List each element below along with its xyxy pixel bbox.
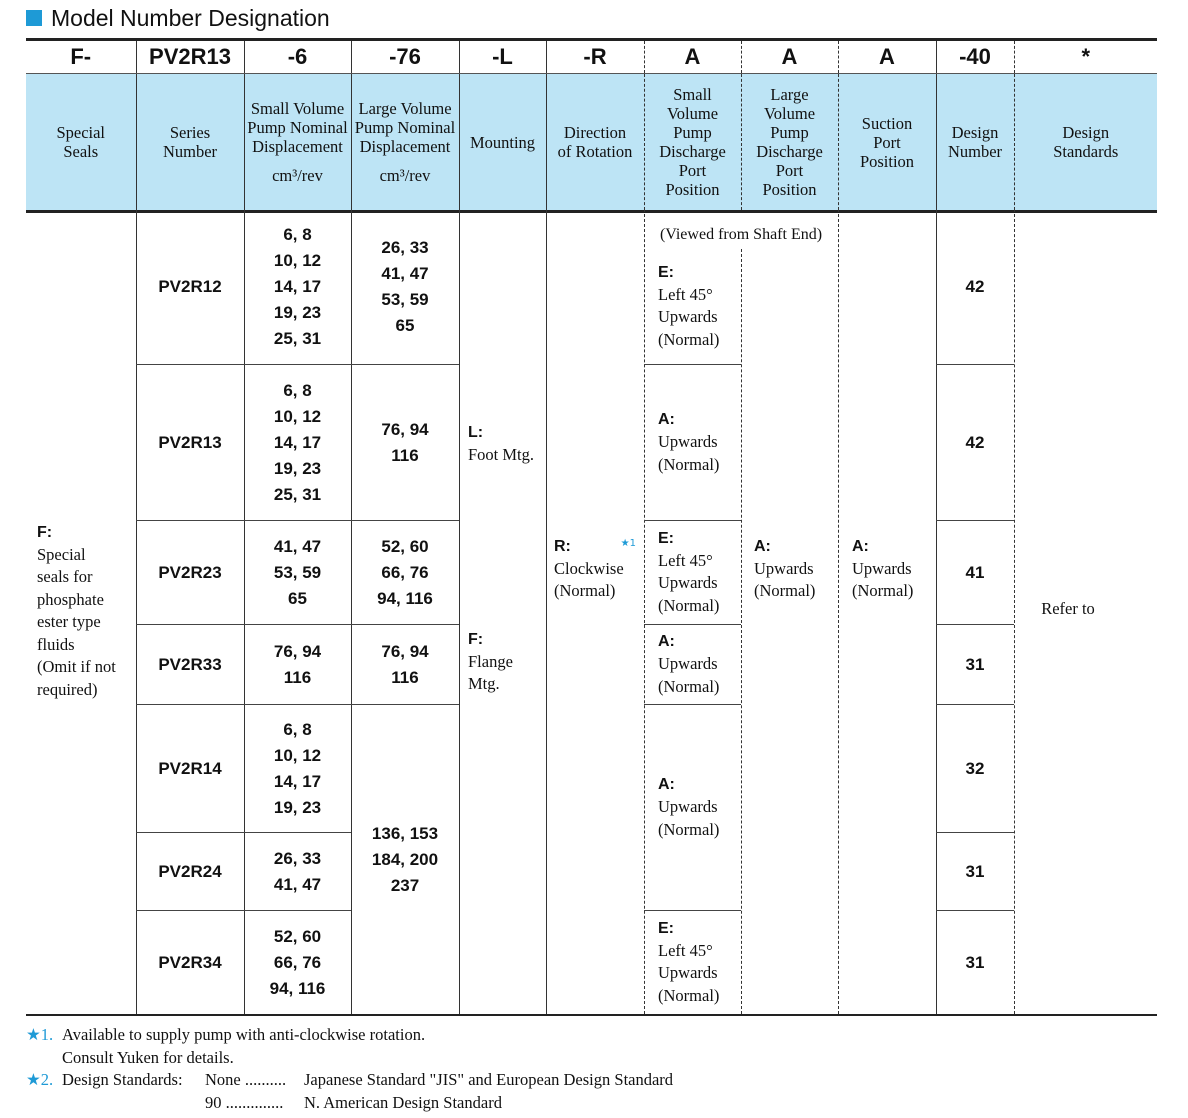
design-pv2r33: 31 bbox=[936, 624, 1014, 704]
footnote-2: ★2. Design Standards: None .......... Ja… bbox=[26, 1069, 1157, 1092]
large-disp-pv2r13: 76, 94 116 bbox=[351, 364, 459, 520]
code-large-port: A bbox=[740, 38, 838, 74]
code-large-disp: -76 bbox=[350, 38, 459, 74]
small-port-pv2r13: A: Upwards (Normal) bbox=[644, 364, 741, 520]
header-suction: Suction Port Position bbox=[837, 73, 936, 213]
series-pv2r33: PV2R33 bbox=[136, 624, 244, 704]
small-port-pv2r34: E: Left 45° Upwards (Normal) bbox=[644, 910, 741, 1014]
footnotes: ★1. Available to supply pump with anti-c… bbox=[26, 1024, 1157, 1114]
star-note-icon: ★2. bbox=[26, 1070, 54, 1089]
unit-label: cm³/rev bbox=[272, 166, 323, 185]
small-disp-pv2r12: 6, 8 10, 12 14, 17 19, 23 25, 31 bbox=[273, 224, 322, 348]
series-pv2r24: PV2R24 bbox=[136, 832, 244, 910]
code-design-number: -40 bbox=[935, 38, 1014, 74]
header-row: Special Seals Series Number Small Volume… bbox=[26, 73, 1157, 213]
small-disp-pv2r14: 6, 8 10, 12 14, 17 19, 23 bbox=[244, 704, 351, 832]
large-disp-pv2r12: 26, 33 41, 47 53, 59 65 bbox=[381, 237, 429, 335]
star-icon: * bbox=[1081, 44, 1091, 69]
header-small-disp: Small Volume Pump Nominal Displacement cm… bbox=[243, 73, 351, 213]
small-disp-pv2r34: 52, 60 66, 76 94, 116 bbox=[244, 910, 351, 1014]
small-disp-pv2r13: 6, 8 10, 12 14, 17 19, 23 25, 31 bbox=[244, 364, 351, 520]
design-pv2r14: 32 bbox=[936, 704, 1014, 832]
small-disp-pv2r33: 76, 94 116 bbox=[244, 624, 351, 704]
footnote-1: ★1. Available to supply pump with anti-c… bbox=[26, 1024, 1157, 1047]
code-suction: A bbox=[837, 38, 936, 74]
small-disp-pv2r24: 26, 33 41, 47 bbox=[244, 832, 351, 910]
viewed-from-shaft-end: (Viewed from Shaft End) bbox=[659, 226, 823, 243]
header-rotation: Direction of Rotation bbox=[545, 73, 644, 213]
large-disp-pv2r23: 52, 60 66, 76 94, 116 bbox=[351, 520, 459, 624]
series-pv2r13: PV2R13 bbox=[136, 364, 244, 520]
designation-body: F: Special seals for phosphate ester typ… bbox=[26, 209, 1157, 1016]
code-mounting: -L bbox=[458, 38, 546, 74]
header-mounting: Mounting bbox=[458, 73, 546, 213]
small-port-pv2r33: A: Upwards (Normal) bbox=[644, 624, 741, 704]
design-pv2r13: 42 bbox=[936, 364, 1014, 520]
small-port-pv2r14-24: A: Upwards (Normal) bbox=[644, 704, 741, 910]
code-rotation: -R bbox=[545, 38, 644, 74]
mounting-flange: F: Flange Mtg. bbox=[468, 630, 513, 694]
design-pv2r23: 41 bbox=[936, 520, 1014, 624]
special-seals-cell: F: Special seals for phosphate ester typ… bbox=[37, 523, 116, 699]
design-standards-cell: Refer to bbox=[1041, 599, 1095, 618]
small-disp-pv2r23: 41, 47 53, 59 65 bbox=[244, 520, 351, 624]
code-small-disp: -6 bbox=[243, 38, 351, 74]
design-pv2r12: 42 bbox=[965, 276, 985, 296]
mounting-foot: L: Foot Mtg. bbox=[468, 423, 535, 464]
star-note-icon: ★1. bbox=[26, 1025, 54, 1044]
code-small-port: A bbox=[643, 38, 741, 74]
design-pv2r34: 31 bbox=[936, 910, 1014, 1014]
header-large-disp: Large Volume Pump Nominal Displacement cm… bbox=[350, 73, 459, 213]
small-port-pv2r12: E: Left 45° Upwards (Normal) bbox=[658, 263, 720, 349]
series-pv2r23: PV2R23 bbox=[136, 520, 244, 624]
design-pv2r24: 31 bbox=[936, 832, 1014, 910]
page-title: Model Number Designation bbox=[26, 2, 330, 34]
series-pv2r34: PV2R34 bbox=[136, 910, 244, 1014]
series-pv2r14: PV2R14 bbox=[136, 704, 244, 832]
header-special-seals: Special Seals bbox=[26, 73, 136, 213]
header-design-number: Design Number bbox=[935, 73, 1014, 213]
code-design-standards: * bbox=[1013, 38, 1157, 74]
series-pv2r12: PV2R12 bbox=[158, 276, 222, 296]
designation-header-table: F- PV2R13 -6 -76 -L -R A A A -40 * Speci… bbox=[26, 38, 1157, 213]
unit-label: cm³/rev bbox=[379, 166, 431, 185]
large-disp-merged: 136, 153 184, 200 237 bbox=[351, 704, 459, 1014]
code-series: PV2R13 bbox=[135, 38, 244, 74]
large-port-cell: A: Upwards (Normal) bbox=[754, 537, 816, 601]
star-note-icon: ★1 bbox=[620, 537, 636, 549]
title-text: Model Number Designation bbox=[51, 4, 330, 31]
header-small-port: Small Volume Pump Discharge Port Positio… bbox=[643, 73, 741, 213]
large-disp-pv2r33: 76, 94 116 bbox=[351, 624, 459, 704]
header-large-port: Large Volume Pump Discharge Port Positio… bbox=[740, 73, 838, 213]
suction-cell: A: Upwards (Normal) bbox=[852, 537, 914, 601]
rotation-cell: R: ★1 Clockwise (Normal) bbox=[554, 537, 636, 601]
code-special-seals: F- bbox=[26, 38, 136, 74]
header-series: Series Number bbox=[135, 73, 244, 213]
small-port-pv2r23: E: Left 45° Upwards (Normal) bbox=[644, 520, 741, 624]
header-design-standards: Design Standards bbox=[1013, 73, 1157, 213]
code-row: F- PV2R13 -6 -76 -L -R A A A -40 * bbox=[26, 38, 1157, 74]
title-square-icon bbox=[26, 10, 42, 26]
